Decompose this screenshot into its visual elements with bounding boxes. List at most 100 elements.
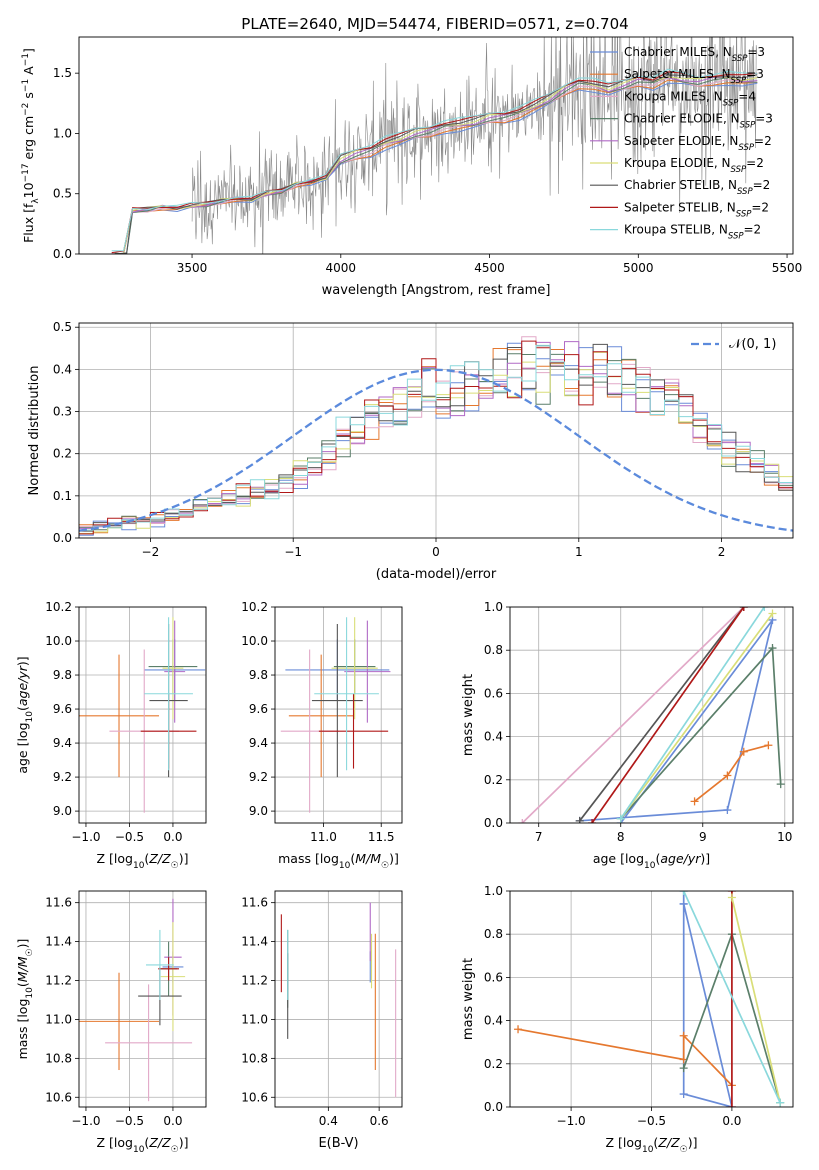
panels: 3500 4000 4500 5000 5500 0.0 0.5 1.0 1.5 waveleng… xyxy=(15,36,802,1155)
label-part: ( xyxy=(655,851,660,866)
error-bar-point xyxy=(344,620,391,723)
error-bar-point xyxy=(314,617,379,771)
label-part: ( xyxy=(15,706,30,711)
legend-entry: Chabrier ELODIE, NSSP=3 xyxy=(624,112,773,131)
panel-age_vs_mass: 11.0 11.5 9.0 9.2 9.4 9.6 9.8 10.0 10.2 mass [log… xyxy=(241,600,403,871)
model-fit-line xyxy=(114,76,758,254)
label-part: )] xyxy=(15,656,30,666)
plus-marker xyxy=(768,609,777,618)
y-tick-label: 10.6 xyxy=(241,1090,268,1104)
residual-histogram xyxy=(79,348,793,534)
plus-marker xyxy=(616,814,625,823)
y-tick-label: 0.3 xyxy=(53,405,72,419)
y-axis-label: Flux [fλ10−17 erg cm−2 s−1 A−1] xyxy=(21,48,41,243)
label-part: M/M xyxy=(15,956,30,982)
legend-text: Kroupa ELODIE, N xyxy=(624,156,731,170)
label-part: Z/Z xyxy=(148,851,171,866)
label-part: ] xyxy=(21,48,36,53)
error-bar-point xyxy=(160,922,186,1032)
y-tick-label: 9.4 xyxy=(249,736,268,750)
x-axis-label: E(B-V) xyxy=(318,1136,358,1151)
legend-text: =2 xyxy=(753,178,771,192)
legend-entry: Salpeter MILES, NSSP=3 xyxy=(624,67,764,86)
mass-weight-line xyxy=(517,1028,733,1086)
x-tick-label: 0.0 xyxy=(722,1114,741,1128)
label-part: λ xyxy=(31,198,41,204)
plus-marker xyxy=(514,1025,523,1034)
y-tick-label: 10.6 xyxy=(45,1090,72,1104)
legend-text: =4 xyxy=(738,89,756,103)
y-tick-label: 0.0 xyxy=(53,531,72,545)
axes-frame xyxy=(509,606,794,824)
legend-entry: Kroupa STELIB, NSSP=2 xyxy=(624,223,761,242)
error-bar-point xyxy=(105,984,193,1102)
label-part: 10 xyxy=(339,861,351,871)
plot-area-spectrum xyxy=(111,37,758,254)
residual-histogram xyxy=(79,351,793,534)
normal-reference-curve xyxy=(79,368,793,532)
legend-text: =2 xyxy=(744,223,762,237)
x-tick-label: −0.5 xyxy=(115,830,144,844)
label-part: ( xyxy=(144,1135,149,1150)
x-tick-label: 9 xyxy=(699,830,707,844)
plus-marker xyxy=(575,816,584,823)
label-part: Z [log xyxy=(606,1135,642,1150)
y-tick-label: 10.2 xyxy=(241,600,268,614)
label-part: )] xyxy=(15,939,30,949)
legend-text: =2 xyxy=(746,156,764,170)
legend-text: =3 xyxy=(746,67,764,81)
x-tick-label: −1.0 xyxy=(557,1114,586,1128)
plot-area-mass_weight_vs_Z xyxy=(510,891,793,1107)
legend-text: Salpeter MILES, N xyxy=(624,67,731,81)
mass-weight-line xyxy=(591,607,745,823)
legend-entry: Salpeter ELODIE, NSSP=2 xyxy=(624,134,772,153)
mass-weight-line xyxy=(682,891,733,1107)
mass-weight-line xyxy=(731,897,781,1103)
label-part: −1 xyxy=(21,79,31,92)
mass-weight-line xyxy=(620,645,782,820)
panel-mass_vs_Z: −1.0 −0.5 0.0 10.6 10.8 11.0 11.2 11.4 11.6 Z [lo… xyxy=(15,890,207,1155)
error-bar-point xyxy=(318,693,389,769)
y-tick-label: 9.6 xyxy=(53,702,72,716)
label-part: Flux [f xyxy=(21,203,36,243)
error-bar-point xyxy=(145,929,174,1000)
legend-text: Salpeter STELIB, N xyxy=(624,200,736,214)
label-part: −1 xyxy=(21,53,31,66)
y-tick-label: 0.4 xyxy=(53,362,72,376)
y-tick-label: 9.6 xyxy=(249,702,268,716)
y-tick-label: 11.6 xyxy=(45,896,72,910)
y-tick-label: 0.6 xyxy=(484,970,503,984)
mass-weight-line xyxy=(682,891,781,1104)
x-axis-label: mass [log10(M/M☉)] xyxy=(278,851,399,871)
x-axis-label: (data-model)/error xyxy=(376,567,497,582)
label-part: mass [log xyxy=(278,851,339,866)
label-part: s xyxy=(21,92,36,103)
x-tick-label: 4000 xyxy=(326,261,357,275)
plus-marker xyxy=(776,1098,785,1107)
y-tick-label: 10.2 xyxy=(45,600,72,614)
y-tick-label: 0.2 xyxy=(484,773,503,787)
label-part: 10 xyxy=(25,987,35,999)
x-axis-label: wavelength [Angstrom, rest frame] xyxy=(322,283,551,298)
label-part: Z [log xyxy=(97,851,133,866)
label-part: Z/Z xyxy=(657,1135,680,1150)
plus-marker xyxy=(768,644,777,653)
x-tick-label: 4500 xyxy=(474,261,505,275)
x-tick-label: 0 xyxy=(432,545,440,559)
residual-histogram xyxy=(79,336,793,527)
label-part: ☉ xyxy=(25,948,35,956)
x-axis-label: Z [log10(Z/Z☉)] xyxy=(606,1135,698,1155)
model-fit-line xyxy=(111,71,758,254)
plot-area-mass_vs_Z xyxy=(79,891,206,1107)
error-bar-point xyxy=(288,654,354,778)
label-part: 10 xyxy=(25,711,35,723)
panel-mass_weight_vs_Z: −1.0 −0.5 0.0 0.0 0.2 0.4 0.6 0.8 1.0 Z [log10(Z/… xyxy=(461,884,794,1155)
legend-subscript: SSP xyxy=(728,232,744,242)
plus-marker xyxy=(739,747,748,756)
y-tick-label: 0.2 xyxy=(53,447,72,461)
x-tick-label: 7 xyxy=(535,830,543,844)
x-tick-label: 0.4 xyxy=(319,1114,338,1128)
y-tick-label: 0.0 xyxy=(53,247,72,261)
legend-subscript: SSP xyxy=(740,121,756,131)
